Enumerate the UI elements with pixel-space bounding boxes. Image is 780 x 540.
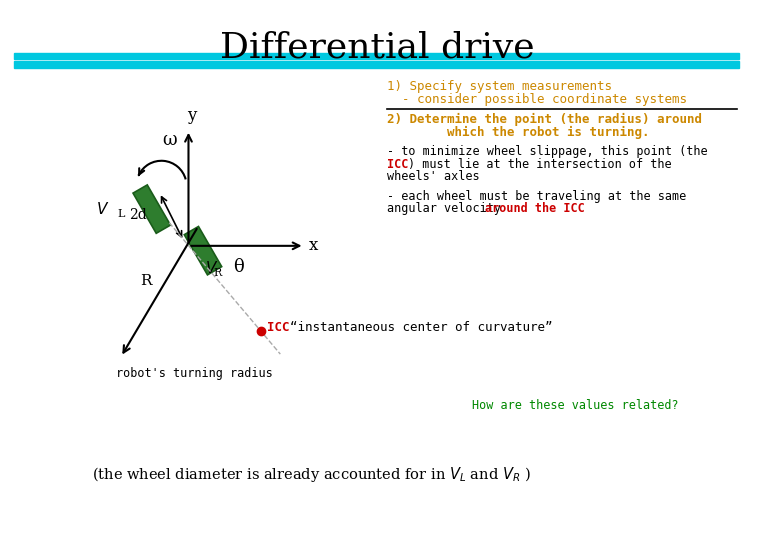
Text: ) must lie at the intersection of the: ) must lie at the intersection of the	[408, 158, 672, 171]
Bar	[15, 52, 739, 59]
Text: - each wheel must be traveling at the same: - each wheel must be traveling at the sa…	[387, 190, 686, 203]
Text: - to minimize wheel slippage, this point (the: - to minimize wheel slippage, this point…	[387, 145, 707, 158]
Text: (the wheel diameter is already accounted for in $V_L$ and $V_R$ ): (the wheel diameter is already accounted…	[92, 465, 530, 484]
Text: which the robot is turning.: which the robot is turning.	[387, 126, 649, 139]
Text: “instantaneous center of curvature”: “instantaneous center of curvature”	[290, 321, 552, 334]
Text: angular velocity: angular velocity	[387, 202, 508, 215]
Text: wheels' axles: wheels' axles	[387, 171, 479, 184]
Text: $V$: $V$	[205, 260, 218, 276]
Text: y: y	[186, 107, 196, 124]
Text: ICC: ICC	[267, 321, 289, 334]
Text: L: L	[117, 209, 124, 219]
Text: ω: ω	[161, 131, 176, 149]
Text: 1) Specify system measurements: 1) Specify system measurements	[387, 79, 612, 92]
Text: 2d: 2d	[129, 208, 147, 222]
Text: R: R	[140, 274, 151, 288]
Text: 2) Determine the point (the radius) around: 2) Determine the point (the radius) arou…	[387, 112, 702, 125]
Text: robot's turning radius: robot's turning radius	[116, 367, 273, 380]
Polygon shape	[184, 226, 222, 275]
Text: around the ICC: around the ICC	[485, 202, 585, 215]
Text: θ: θ	[233, 258, 244, 276]
Text: Differential drive: Differential drive	[220, 30, 534, 64]
Text: R: R	[214, 268, 222, 278]
Bar	[15, 61, 739, 68]
Text: - consider possible coordinate systems: - consider possible coordinate systems	[387, 93, 686, 106]
Text: $V$: $V$	[96, 201, 109, 217]
Polygon shape	[133, 185, 171, 233]
Text: x: x	[308, 238, 317, 254]
Text: How are these values related?: How are these values related?	[472, 399, 679, 412]
Text: ICC: ICC	[387, 158, 408, 171]
